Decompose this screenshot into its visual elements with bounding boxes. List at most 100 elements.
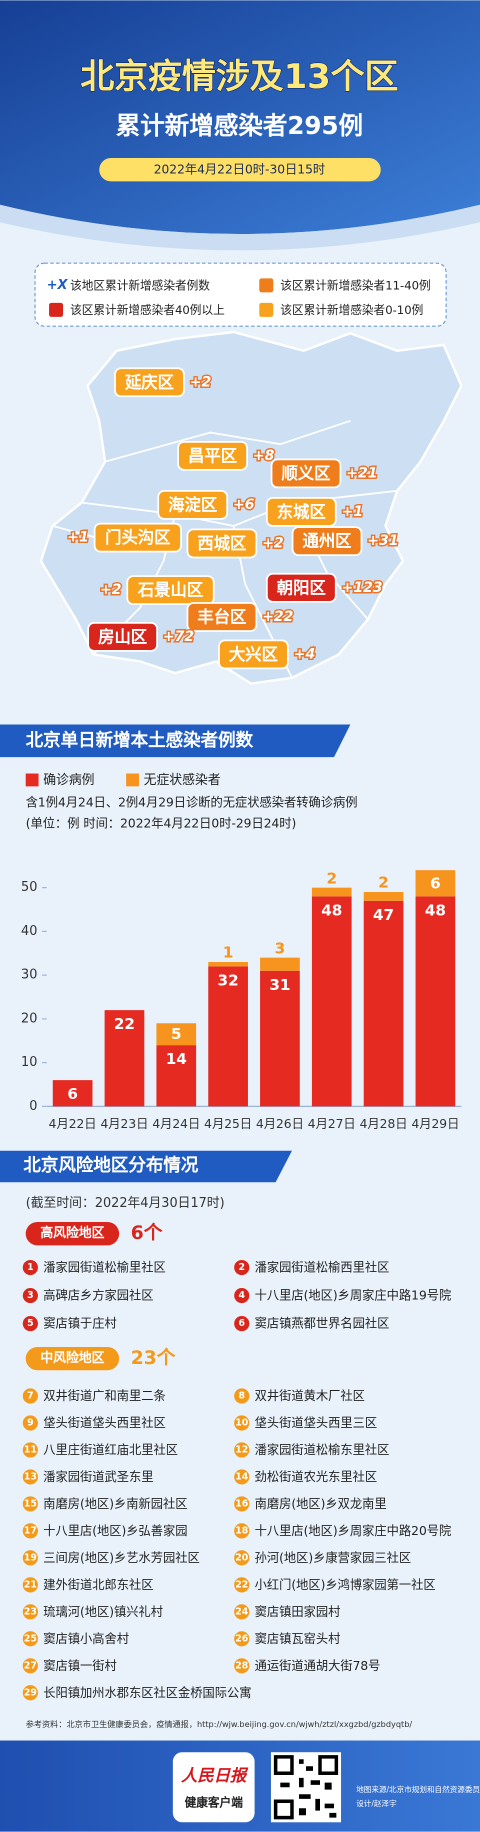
item-number-badge	[234, 1259, 250, 1276]
item-number: 5	[27, 1318, 34, 1329]
item-number-badge	[22, 1287, 38, 1304]
district-count: +72	[163, 629, 194, 645]
legend-text: 确诊病例	[43, 773, 94, 788]
district-name: 海淀区	[168, 495, 217, 514]
bar	[363, 900, 404, 1107]
legend-box	[34, 262, 447, 327]
data-label: 5	[171, 1025, 182, 1043]
district-name: 延庆区	[124, 373, 174, 392]
item-number-badge	[234, 1388, 250, 1404]
legend-swatch	[25, 773, 39, 787]
item-number-badge	[22, 1523, 38, 1539]
item-number-badge	[234, 1469, 250, 1485]
item-name: 窦店镇田家园村	[255, 1604, 341, 1619]
date-pill	[99, 158, 381, 182]
x-tick-label: 4月24日	[152, 1117, 200, 1131]
item-number-badge	[22, 1631, 38, 1647]
item-name: 垡头街道垡头西里社区	[43, 1415, 166, 1430]
data-label: 2	[326, 869, 337, 887]
reference: 参考资料：北京市卫生健康委员会，疫情通报，http://wjw.beijing.…	[26, 1719, 413, 1729]
district-name: 西城区	[197, 534, 246, 553]
data-label: 3	[275, 939, 286, 957]
data-label: 14	[166, 1050, 187, 1068]
bar	[208, 962, 248, 967]
item-name: 南磨房(地区)乡双龙南里	[255, 1496, 387, 1511]
bar	[415, 896, 456, 1107]
item-number: 8	[239, 1391, 246, 1402]
district-count: +4	[294, 646, 315, 662]
district-count: +1	[67, 530, 88, 546]
risk-count: 6个	[131, 1222, 163, 1244]
item-number: 12	[235, 1444, 248, 1455]
district-box	[93, 522, 182, 553]
legend-text: 该区累计新增感染者40例以上	[70, 303, 225, 317]
risk-pill	[25, 1346, 120, 1371]
item-name: 窦店镇瓦窑头村	[255, 1631, 341, 1646]
item-number: 14	[235, 1471, 248, 1482]
data-label: 22	[114, 1015, 135, 1033]
district-count: +123	[342, 580, 383, 596]
item-name: 潘家园街道松榆里社区	[43, 1260, 166, 1275]
item-name: 窦店镇于庄村	[43, 1316, 117, 1331]
item-number: 2	[239, 1262, 246, 1273]
district-name: 房山区	[98, 627, 147, 646]
district-box	[186, 528, 258, 559]
bar	[156, 1045, 197, 1107]
item-name: 小红门(地区)乡鸿博家园第一社区	[255, 1577, 436, 1592]
district-box	[218, 639, 289, 670]
legend-swatch	[49, 302, 64, 317]
item-name: 潘家园街道松榆西里社区	[255, 1260, 390, 1275]
district-name: 丰台区	[197, 608, 246, 627]
district-box	[186, 602, 258, 632]
data-label: 6	[67, 1085, 78, 1103]
x-tick-label: 4月23日	[101, 1117, 149, 1131]
chart-note: 含1例4月24日、2例4月29日诊断的无症状感染者转确诊病例	[26, 795, 358, 810]
item-name: 十八里店(地区)乡周家庄中路19号院	[255, 1288, 452, 1303]
item-number: 27	[24, 1660, 37, 1671]
district-box	[114, 367, 185, 398]
item-name: 潘家园街道松榆东里社区	[255, 1442, 390, 1457]
chart-banner	[0, 724, 351, 758]
district-count: +8	[253, 448, 275, 464]
item-name: 十八里店(地区)乡周家庄中路20号院	[255, 1523, 452, 1538]
item-number-badge	[22, 1388, 38, 1404]
x-tick-label: 4月26日	[256, 1117, 304, 1131]
chart-note: (单位：例 时间：2022年4月22日0时-29日24时)	[26, 816, 297, 831]
bar	[260, 957, 300, 971]
district-count: +2	[190, 374, 211, 390]
item-number: 22	[235, 1579, 248, 1590]
qr-code	[270, 1752, 342, 1823]
legend-text: 该地区累计新增感染者例数	[70, 278, 210, 292]
bar	[311, 896, 352, 1107]
item-number-badge	[22, 1469, 38, 1485]
chart-title: 北京单日新增本土感染者例数	[26, 730, 254, 751]
x-tick-label: 4月25日	[204, 1117, 252, 1131]
y-tick-label: 20	[21, 1011, 37, 1026]
bar	[156, 1023, 197, 1046]
legend-swatch	[126, 773, 139, 787]
item-number-badge	[234, 1442, 250, 1458]
item-number-badge	[22, 1496, 38, 1512]
item-number: 10	[235, 1417, 248, 1428]
item-number: 18	[235, 1525, 248, 1536]
bar	[415, 870, 456, 897]
district-count: +2	[262, 535, 283, 551]
district-count: +1	[342, 504, 363, 520]
item-name: 长阳镇加州水郡东区社区金桥国际公寓	[43, 1685, 251, 1700]
risk-label: 中风险地区	[40, 1350, 104, 1366]
item-number: 26	[235, 1633, 248, 1644]
item-name: 高碑店乡方家园社区	[43, 1288, 153, 1303]
item-name: 窦店镇燕都世界名园社区	[255, 1316, 390, 1331]
item-number: 19	[24, 1552, 37, 1563]
data-label: 2	[378, 874, 389, 892]
district-name: 通州区	[302, 532, 351, 551]
item-number-badge	[22, 1415, 38, 1431]
item-name: 通运街道通胡大街78号	[255, 1659, 381, 1673]
data-label: 48	[321, 901, 342, 919]
item-number: 24	[235, 1606, 248, 1617]
legend-swatch	[259, 302, 274, 317]
item-name: 建外街道北郎东社区	[43, 1577, 153, 1592]
logo-bottom: 健康客户端	[185, 1795, 244, 1809]
item-number: 29	[24, 1687, 37, 1698]
data-label: 48	[425, 901, 446, 919]
